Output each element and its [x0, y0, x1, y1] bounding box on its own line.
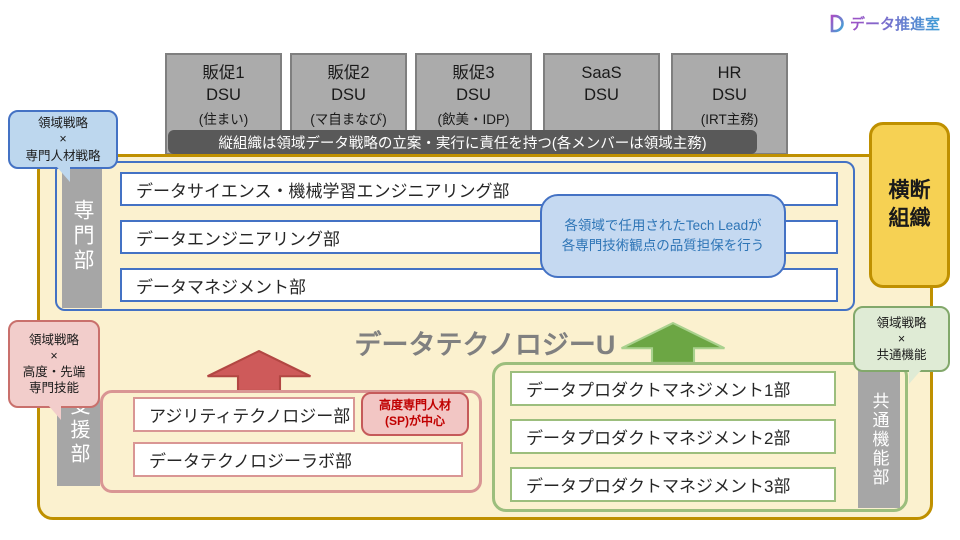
dept-data-technology-lab: データテクノロジーラボ部 [133, 442, 463, 477]
dsu-name: SaaS DSU [581, 64, 622, 105]
dsu-sub: (飲美・IDP) [437, 111, 510, 127]
support-section-box [100, 390, 482, 493]
data-technology-u-title: データテクノロジーU [354, 330, 616, 360]
dept-agility-technology: アジリティテクノロジー部 [133, 397, 355, 432]
cross-org-box: 横断 組織 [869, 122, 950, 288]
dsu-sub: (住まい) [198, 111, 249, 127]
bubble-common-function: 領域戦略 × 共通機能 [853, 306, 950, 384]
logo-label: データ推進室 [850, 13, 940, 34]
tech-lead-callout: 各領域で任用されたTech Leadが 各専門技術観点の品質担保を行う [540, 194, 786, 278]
bubble-advanced-skills: 領域戦略 × 高度・先端 専門技能 [8, 320, 100, 420]
sp-personnel-note: 高度専門人材 (SP)が中心 [361, 392, 469, 436]
dsu-name: 販促2 DSU [327, 64, 370, 105]
red-up-arrow [207, 350, 311, 392]
common-function-section-box [492, 362, 908, 512]
vertical-org-note-banner: 縦組織は領域データ戦略の立案・実行に責任を持つ(各メンバーは領域主務) [168, 130, 757, 154]
data-promotion-office-logo-icon [825, 14, 844, 33]
dsu-name: 販促3 DSU [452, 64, 495, 105]
common-function-dept-label: 共通機能部 [858, 370, 900, 508]
specialist-section-box [55, 161, 855, 311]
dsu-name: 販促1 DSU [202, 64, 245, 105]
dsu-name: HR DSU [712, 64, 747, 105]
specialist-dept-label: 専門部 [62, 164, 102, 308]
data-promotion-office-logo: データ推進室 [823, 12, 940, 34]
dsu-sub: (マ自まなび) [310, 111, 387, 127]
dept-data-product-mgmt-1: データプロダクトマネジメント1部 [510, 371, 836, 406]
bubble-specialist-strategy: 領域戦略 × 専門人材戦略 [8, 110, 118, 182]
dsu-sub: (IRT主務) [700, 111, 759, 127]
green-up-arrow [621, 322, 725, 364]
dept-data-product-mgmt-3: データプロダクトマネジメント3部 [510, 467, 836, 502]
dept-data-product-mgmt-2: データプロダクトマネジメント2部 [510, 419, 836, 454]
